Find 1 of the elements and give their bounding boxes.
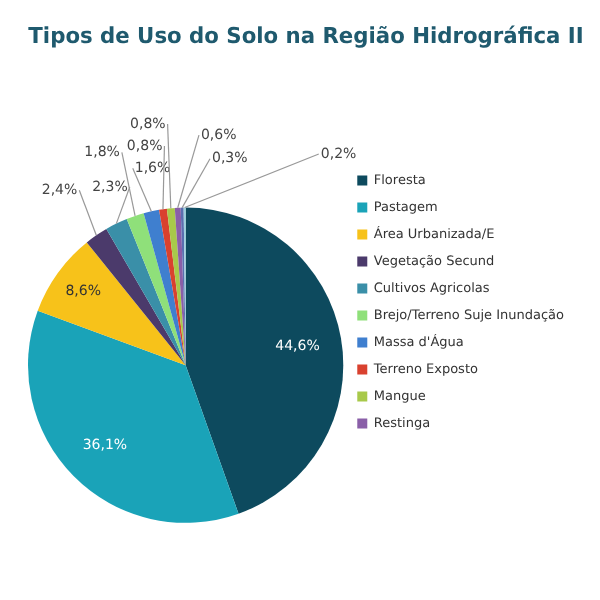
chart-title: Tipos de Uso do Solo na Região Hidrográfica II (28, 22, 584, 50)
